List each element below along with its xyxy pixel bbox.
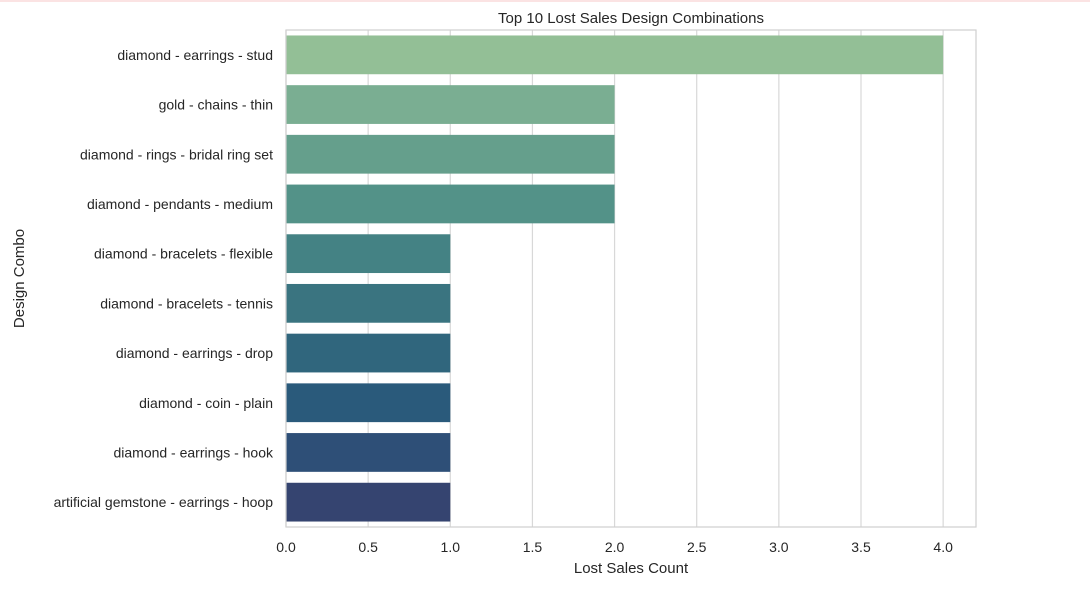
x-tick-label: 2.5 <box>687 539 707 555</box>
x-tick-label: 1.0 <box>441 539 461 555</box>
x-axis-label: Lost Sales Count <box>574 560 689 577</box>
y-tick-label: diamond - rings - bridal ring set <box>80 146 273 162</box>
bar <box>286 482 451 522</box>
bar <box>286 184 615 224</box>
bars <box>286 35 944 522</box>
y-tick-label: diamond - bracelets - flexible <box>94 246 273 262</box>
y-axis-label: Design Combo <box>11 229 28 328</box>
bar <box>286 134 615 174</box>
bar <box>286 383 451 423</box>
y-tick-label: diamond - coin - plain <box>139 395 273 411</box>
x-tick-label: 0.5 <box>358 539 378 555</box>
bar <box>286 85 615 124</box>
x-tick-labels: 0.0 0.5 1.0 1.5 2.0 2.5 3.0 3.5 4.0 <box>276 539 953 555</box>
y-tick-label: diamond - pendants - medium <box>87 196 273 212</box>
x-tick-label: 4.0 <box>933 539 953 555</box>
x-tick-label: 1.5 <box>523 539 543 555</box>
chart-title: Top 10 Lost Sales Design Combinations <box>498 10 764 27</box>
x-tick-label: 3.5 <box>851 539 871 555</box>
y-tick-labels: diamond - earrings - stud gold - chains -… <box>54 47 274 510</box>
top-border-line <box>0 0 1090 2</box>
y-tick-label: artificial gemstone - earrings - hoop <box>54 494 274 510</box>
bar <box>286 35 944 75</box>
x-tick-label: 2.0 <box>605 539 625 555</box>
y-tick-label: diamond - earrings - hook <box>113 444 274 460</box>
x-tick-label: 3.0 <box>769 539 789 555</box>
x-tick-label: 0.0 <box>276 539 296 555</box>
y-tick-label: diamond - bracelets - tennis <box>100 295 273 311</box>
y-tick-label: diamond - earrings - drop <box>116 345 273 361</box>
y-tick-label: gold - chains - thin <box>159 97 273 113</box>
bar <box>286 433 451 472</box>
bar <box>286 333 451 373</box>
bar <box>286 283 451 323</box>
y-tick-label: diamond - earrings - stud <box>117 47 273 63</box>
plot-frame <box>285 29 977 528</box>
bar <box>286 234 451 274</box>
